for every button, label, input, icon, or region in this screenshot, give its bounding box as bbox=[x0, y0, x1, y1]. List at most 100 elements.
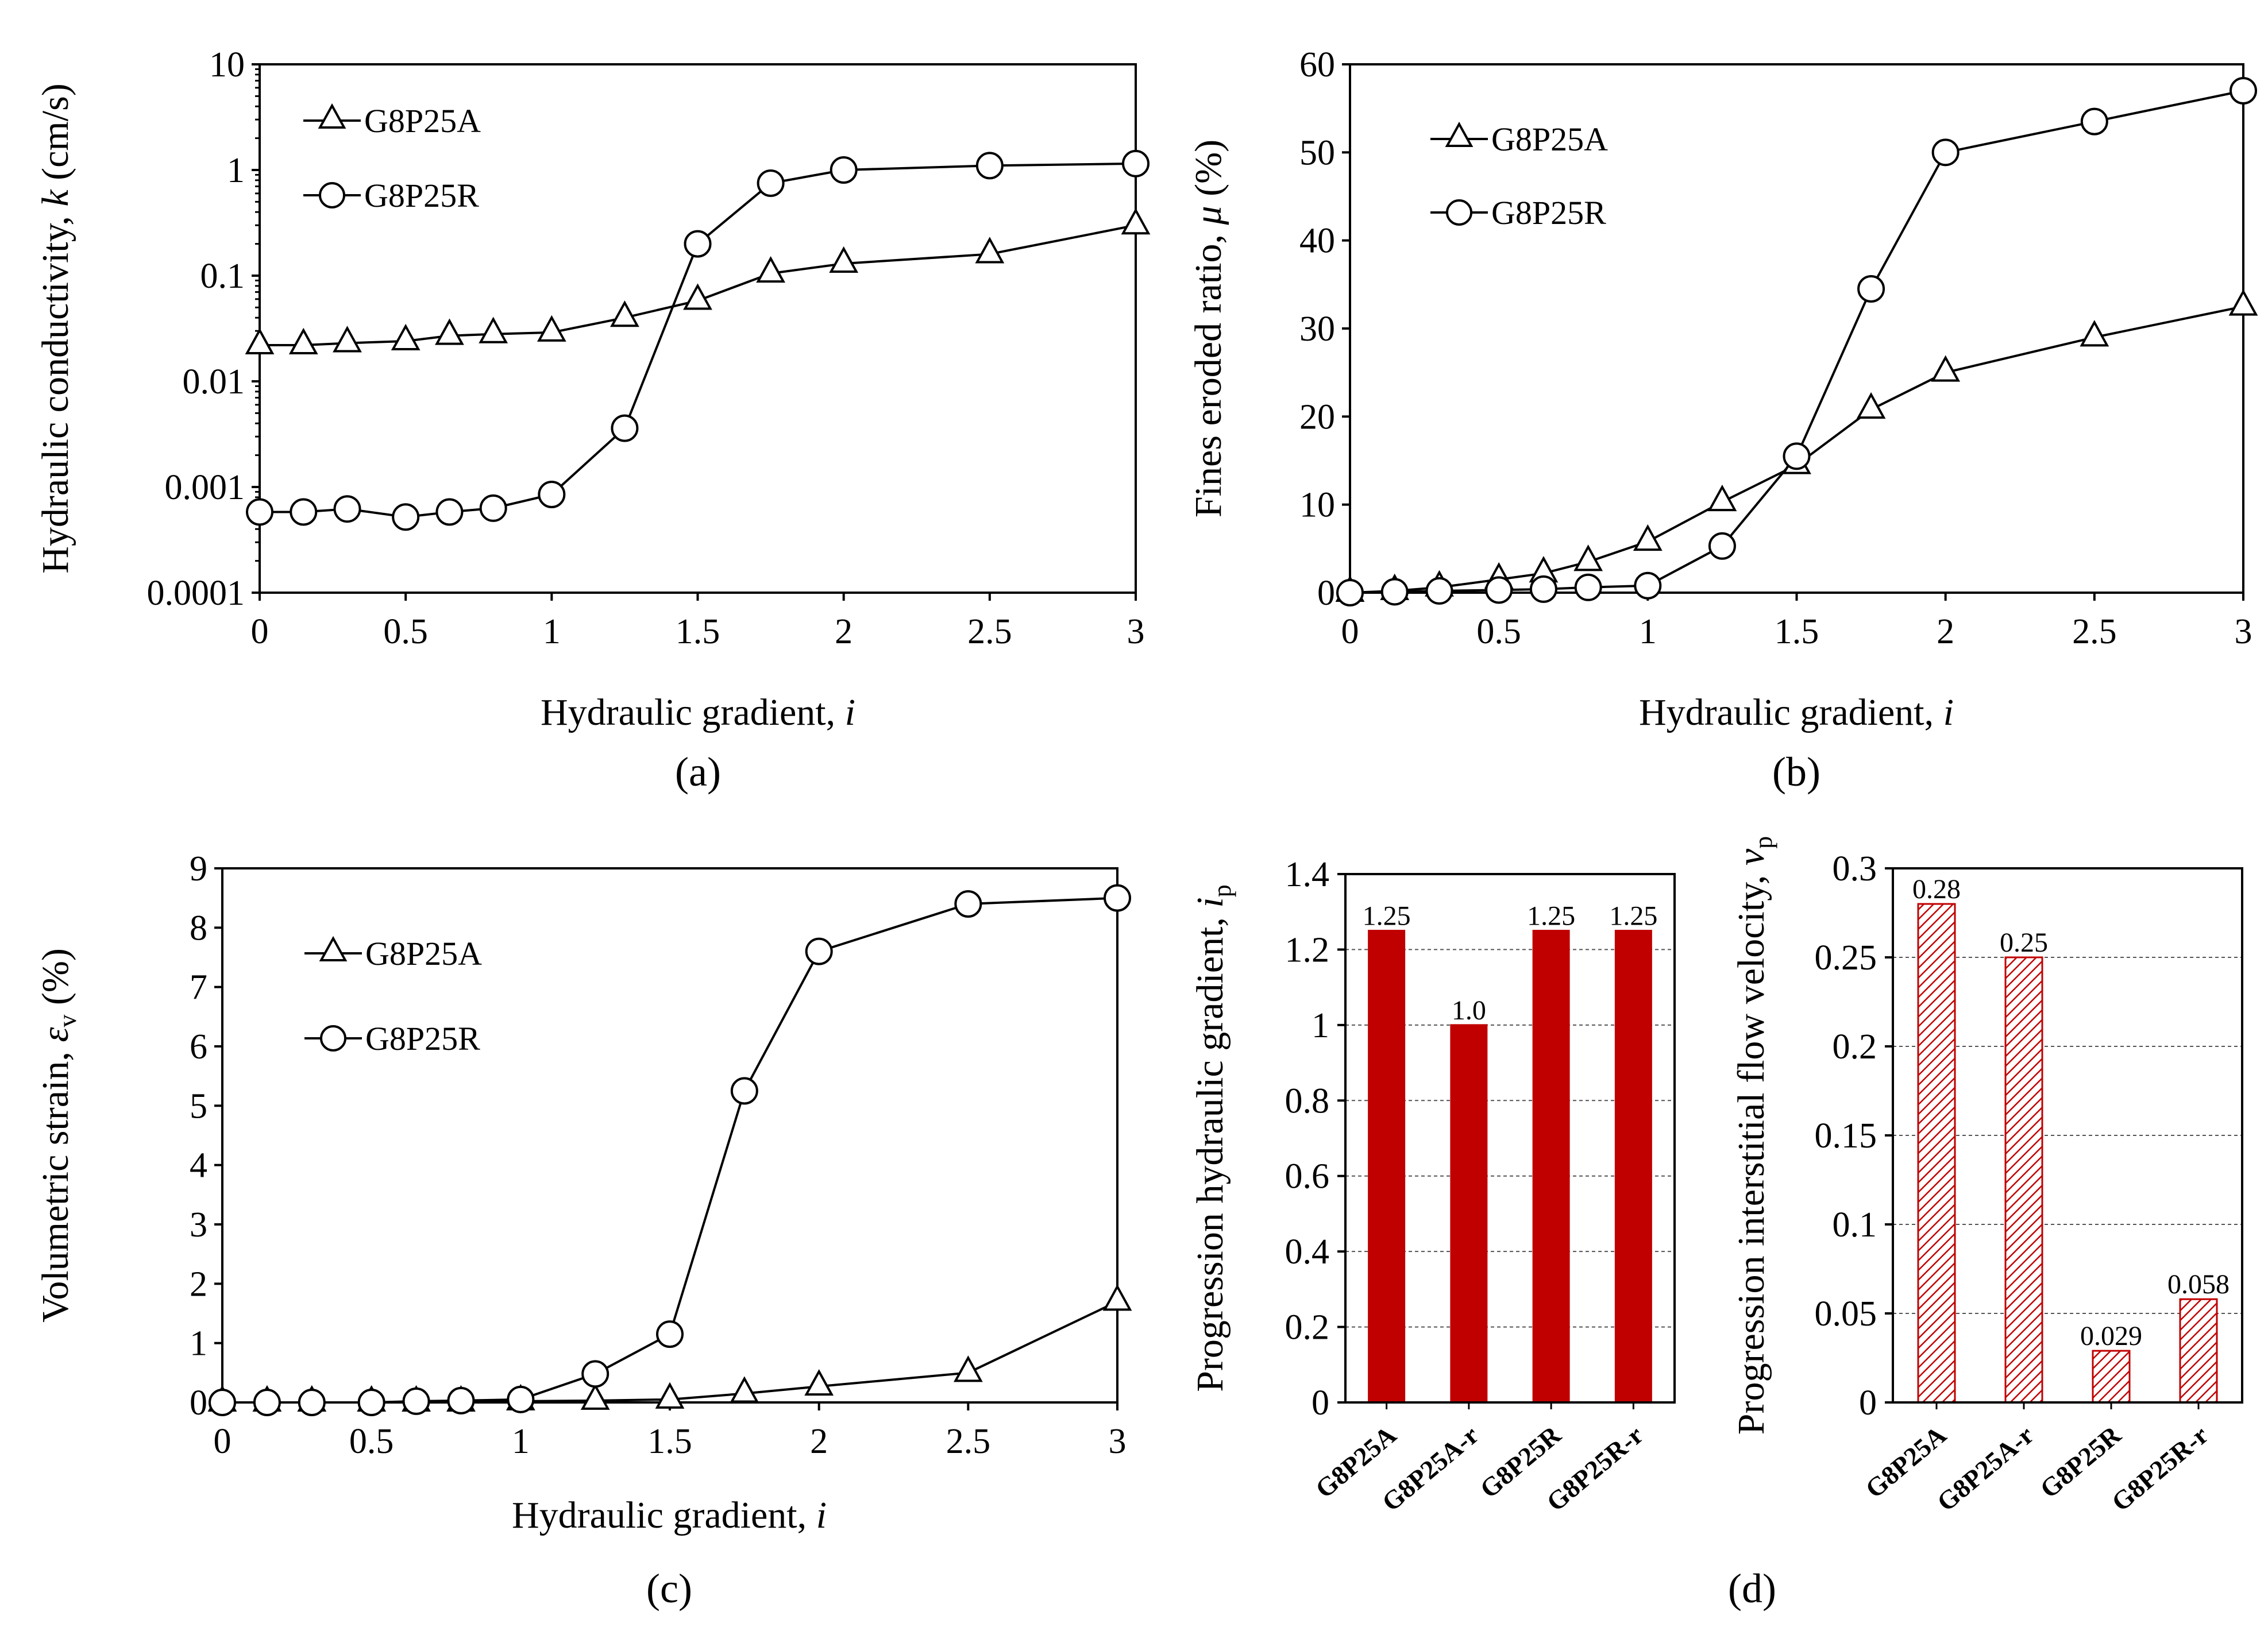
chart-a-ytick-label: 0.0001 bbox=[147, 574, 245, 613]
chart-d2-bar-g8p25a bbox=[1917, 903, 1956, 1404]
chart-b-point-g8p25a bbox=[1707, 484, 1737, 512]
chart-d1-ytick-label: 0.2 bbox=[1285, 1308, 1330, 1347]
chart-b-ylabel: Fines eroded ratio, μ (%) bbox=[1187, 140, 1229, 517]
chart-d1-ylabel: Progression hydraulic gradient, ip bbox=[1189, 884, 1236, 1392]
chart-c-panel-label: (c) bbox=[646, 1566, 692, 1611]
legend-triangle-icon bbox=[1445, 121, 1474, 147]
chart-c-point-g8p25r bbox=[298, 1389, 326, 1416]
chart-b-point-g8p25r bbox=[1931, 138, 1960, 167]
chart-a-point-g8p25r bbox=[757, 169, 785, 197]
chart-b-legend: G8P25A G8P25R bbox=[1430, 121, 1608, 231]
chart-c-point-g8p25r bbox=[954, 890, 982, 918]
chart-c-ytick-label: 2 bbox=[190, 1265, 207, 1304]
chart-c-point-g8p25a bbox=[655, 1382, 685, 1409]
chart-b-point-g8p25r bbox=[1708, 532, 1736, 560]
chart-b-xtick-label: 0.5 bbox=[1476, 612, 1521, 651]
chart-c-ytick-label: 1 bbox=[190, 1324, 207, 1363]
chart-a-ytick-label: 0.01 bbox=[183, 362, 245, 401]
chart-b-legend-g8p25a: G8P25A bbox=[1491, 121, 1608, 158]
chart-a-point-g8p25r bbox=[1122, 149, 1150, 177]
chart-a-point-g8p25r bbox=[290, 498, 318, 526]
chart-b-point-g8p25a bbox=[1633, 524, 1663, 551]
chart-d2-ytick-label: 0.1 bbox=[1833, 1205, 1877, 1244]
chart-d2-category-label: G8P25A-r bbox=[1931, 1420, 2039, 1517]
chart-c-point-g8p25a bbox=[953, 1355, 983, 1382]
chart-a-point-g8p25r bbox=[538, 480, 566, 508]
chart-c-ytick-label: 0 bbox=[190, 1383, 207, 1423]
chart-b-point-g8p25r bbox=[2230, 77, 2257, 105]
chart-a-xtick-label: 0.5 bbox=[383, 612, 428, 651]
chart-b-xlabel: Hydraulic gradient, i bbox=[1639, 691, 1954, 733]
chart-b-xtick-label: 1 bbox=[1639, 612, 1657, 651]
chart-c-point-g8p25a bbox=[804, 1369, 834, 1396]
chart-a-point-g8p25a bbox=[829, 246, 859, 273]
chart-d1-ytick-label: 0.8 bbox=[1285, 1081, 1330, 1120]
chart-b-ytick-label: 0 bbox=[1317, 574, 1335, 613]
chart-b-point-g8p25a bbox=[1573, 544, 1603, 571]
chart-a-point-g8p25a bbox=[537, 315, 566, 342]
chart-a-point-g8p25r bbox=[333, 495, 361, 523]
chart-a-point-g8p25r bbox=[479, 494, 507, 522]
chart-b-point-g8p25r bbox=[1380, 578, 1409, 606]
chart-d1-bar-g8p25a-r bbox=[1450, 1024, 1488, 1404]
chart-c-ytick-label: 8 bbox=[190, 909, 207, 948]
chart-d1-ytick-label: 0.6 bbox=[1285, 1157, 1330, 1196]
chart-b-ytick-label: 60 bbox=[1299, 45, 1335, 84]
chart-d1: 00.20.40.60.811.21.4 1.25G8P25A1.0G8P25A… bbox=[1189, 855, 1676, 1517]
chart-a-point-g8p25r bbox=[830, 156, 858, 184]
chart-a-point-g8p25a bbox=[391, 323, 421, 351]
chart-d1-ytick-label: 1 bbox=[1312, 1006, 1329, 1045]
chart-c-legend-g8p25a: G8P25A bbox=[365, 935, 482, 972]
chart-b-point-g8p25a bbox=[1856, 392, 1886, 419]
legend-triangle-icon bbox=[318, 103, 346, 129]
chart-a-point-g8p25a bbox=[479, 316, 508, 343]
chart-c-point-g8p25r bbox=[253, 1389, 281, 1416]
chart-d1-bar-g8p25a bbox=[1368, 930, 1406, 1404]
chart-d-panel-label: (d) bbox=[1728, 1566, 1776, 1611]
chart-c-legend: G8P25A G8P25R bbox=[304, 935, 482, 1057]
chart-c-legend-g8p25r: G8P25R bbox=[365, 1020, 480, 1057]
legend-triangle-icon bbox=[319, 936, 348, 961]
chart-a-point-g8p25a bbox=[610, 300, 639, 327]
chart-c-point-g8p25r bbox=[730, 1077, 758, 1105]
chart-c-point-g8p25r bbox=[447, 1386, 475, 1414]
chart-d2-plot-frame bbox=[1892, 867, 2243, 1404]
chart-a-point-g8p25a bbox=[333, 326, 362, 353]
chart-c-point-g8p25a bbox=[730, 1376, 759, 1403]
chart-c: 0 0.5 1 1.5 2 2.5 3 0 1 2 3 4 5 6 7 8 9 Hydraulic gradie… bbox=[34, 849, 1132, 1611]
chart-b-ytick-label: 50 bbox=[1299, 133, 1335, 172]
chart-c-xtick-label: 1.5 bbox=[647, 1422, 692, 1461]
chart-d2-ytick-label: 0.15 bbox=[1815, 1116, 1877, 1155]
chart-b-ytick-label: 40 bbox=[1299, 222, 1335, 261]
chart-d2-bar-g8p25a-r bbox=[2004, 956, 2043, 1404]
chart-b-xtick-label: 0 bbox=[1341, 612, 1359, 651]
chart-d2: 00.050.10.150.20.250.3 0.28G8P25A0.25G8P… bbox=[1730, 836, 2243, 1517]
chart-c-point-g8p25a bbox=[1102, 1284, 1132, 1311]
chart-a-series-line-g8p25r bbox=[260, 162, 1136, 519]
chart-b-series-line-g8p25r bbox=[1349, 90, 2244, 594]
chart-a: 0 0.5 1 1.5 2 2.5 3 0.0001 0.001 0.01 0.1 1 10 Hydra… bbox=[34, 45, 1151, 795]
chart-b-point-g8p25r bbox=[1857, 275, 1885, 303]
chart-c-ytick-label: 5 bbox=[190, 1087, 207, 1126]
chart-b-xtick-label: 3 bbox=[2235, 612, 2252, 651]
chart-b-ytick-label: 10 bbox=[1299, 486, 1335, 525]
chart-b-legend-g8p25r: G8P25R bbox=[1491, 194, 1606, 231]
chart-d1-ytick-label: 1.4 bbox=[1285, 855, 1330, 894]
chart-d2-ylabel: Progression interstitial flow velocity, … bbox=[1730, 836, 1777, 1435]
chart-d1-data-label: 1.25 bbox=[1527, 901, 1575, 932]
chart-b-point-g8p25a bbox=[2080, 320, 2109, 347]
chart-d2-ytick-label: 0.2 bbox=[1833, 1027, 1877, 1066]
chart-a-point-g8p25a bbox=[288, 327, 318, 354]
chart-b-point-g8p25r bbox=[1574, 573, 1602, 601]
chart-b-point-g8p25r bbox=[1336, 579, 1364, 606]
chart-c-point-g8p25r bbox=[507, 1385, 535, 1413]
chart-c-xtick-label: 2 bbox=[810, 1422, 828, 1461]
chart-c-point-g8p25r bbox=[402, 1387, 430, 1415]
chart-a-xtick-label: 1 bbox=[543, 612, 561, 651]
chart-d1-bar-g8p25r-r bbox=[1614, 930, 1652, 1404]
chart-d2-bar-g8p25r-r bbox=[2179, 1298, 2218, 1404]
chart-d1-ytick-label: 0 bbox=[1312, 1383, 1329, 1423]
chart-d1-bar-g8p25r bbox=[1532, 930, 1570, 1404]
chart-a-plot-frame bbox=[259, 63, 1137, 594]
